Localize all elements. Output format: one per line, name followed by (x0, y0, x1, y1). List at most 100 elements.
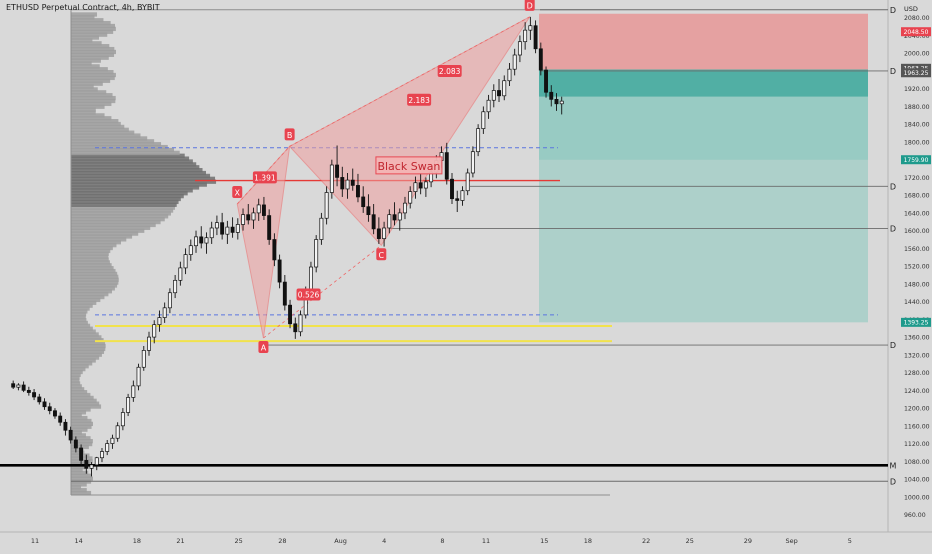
y-tick-label: 1640.00 (904, 210, 930, 217)
candle-body (188, 245, 193, 255)
volume-profile-bar (71, 61, 92, 66)
volume-profile-bar (71, 196, 181, 202)
pattern-ratio-line-ac (263, 244, 382, 339)
volume-profile-bar (71, 326, 93, 331)
price-badge-label: 1759.90 (904, 157, 929, 164)
candle-body (335, 164, 340, 178)
candle-body (345, 179, 350, 190)
volume-profile-bar (71, 173, 211, 179)
candle-body (94, 457, 99, 466)
volume-profile-bar (71, 193, 184, 199)
volume-profile-bar (71, 488, 87, 493)
volume-profile-bar (71, 240, 121, 245)
y-tick-label: 1200.00 (904, 406, 930, 413)
candle-body (147, 336, 151, 351)
volume-profile-bar (71, 41, 102, 46)
y-tick-label: 1040.00 (904, 477, 930, 484)
volume-profile-bar (71, 404, 102, 409)
volume-profile-bar (71, 38, 93, 43)
candle-body (298, 314, 303, 333)
volume-profile-bar (71, 222, 156, 228)
y-tick-label: 2080.00 (904, 15, 930, 22)
volume-profile-bar (71, 375, 80, 380)
volume-profile-bar (71, 110, 96, 115)
volume-profile-bar (71, 23, 115, 29)
y-tick-label: 1160.00 (904, 423, 930, 430)
candle-body (21, 384, 26, 391)
x-tick-label: 11 (482, 537, 490, 545)
x-tick-label: 18 (584, 537, 592, 545)
volume-profile-bar (71, 147, 175, 153)
volume-profile-bar (71, 165, 200, 170)
volume-profile-bar (71, 395, 94, 401)
volume-profile-bar (71, 130, 135, 135)
y-tick-label: 960.00 (904, 512, 926, 519)
volume-profile-bar (71, 470, 89, 476)
candle-body (251, 212, 256, 221)
candle-body (220, 222, 225, 235)
volume-profile-bar (71, 289, 112, 294)
volume-profile-bar (71, 104, 105, 109)
candle-body (523, 29, 528, 43)
volume-profile-bar (71, 338, 104, 343)
volume-profile-bar (71, 49, 116, 55)
volume-profile-bar (71, 98, 116, 104)
volume-profile-bar (71, 381, 81, 386)
y-tick-label: 1360.00 (904, 335, 930, 342)
pattern-point-badge (258, 340, 269, 353)
volume-profile-bar (71, 263, 112, 268)
volume-profile-bar (71, 116, 112, 121)
candle-body (559, 100, 564, 105)
candle-body (387, 214, 392, 229)
take-profit-zone-mid (539, 96, 868, 160)
volume-profile-bar (71, 81, 103, 86)
volume-profile-bar (71, 277, 119, 282)
pattern-point-label: A (261, 343, 267, 352)
candle-body (32, 392, 37, 398)
volume-profile-bar (71, 378, 80, 383)
volume-profile-bar (71, 332, 99, 337)
volume-profile-bar (71, 217, 165, 222)
candle-body (507, 68, 512, 82)
y-tick-label: 1560.00 (904, 246, 930, 253)
candle-body (73, 439, 78, 449)
volume-profile-bar (71, 245, 113, 251)
pattern-point-label: X (235, 189, 241, 198)
candle-body (199, 236, 204, 244)
candle-body (517, 41, 522, 56)
x-tick-label: 21 (176, 537, 184, 545)
volume-profile-bar (71, 162, 197, 167)
volume-profile-bar (71, 415, 88, 421)
x-tick-label: 28 (278, 537, 286, 545)
candle-body (68, 429, 73, 441)
volume-profile-bar (71, 205, 176, 210)
volume-profile-bar (71, 142, 162, 147)
ratio-badge (296, 288, 321, 301)
x-tick-label: 25 (686, 537, 694, 545)
volume-profile-bar (71, 303, 93, 308)
candle-body (256, 204, 261, 214)
volume-profile-bar (71, 75, 115, 81)
x-tick-label: Sep (785, 537, 797, 545)
ratio-badge (252, 171, 277, 184)
volume-profile-bar (71, 69, 114, 75)
candle-body (418, 182, 423, 189)
volume-profile-bar (71, 482, 87, 487)
volume-profile-bar (71, 364, 89, 369)
x-tick-label: 14 (75, 537, 83, 545)
y-tick-label: 1520.00 (904, 264, 930, 271)
candle-body (178, 267, 183, 281)
level-marker-label: D (890, 341, 896, 350)
candle-body (397, 212, 402, 221)
volume-profile-bar (71, 459, 93, 464)
volume-profile-bar (71, 407, 91, 412)
volume-profile-bar (71, 427, 88, 432)
volume-profile-bar (71, 208, 174, 213)
x-tick-label: 25 (235, 537, 243, 545)
candle-body (350, 179, 355, 186)
volume-profile-bar (71, 12, 98, 17)
volume-profile-bar (71, 392, 91, 398)
volume-profile-bar (71, 234, 133, 239)
volume-profile-bar (71, 219, 161, 225)
